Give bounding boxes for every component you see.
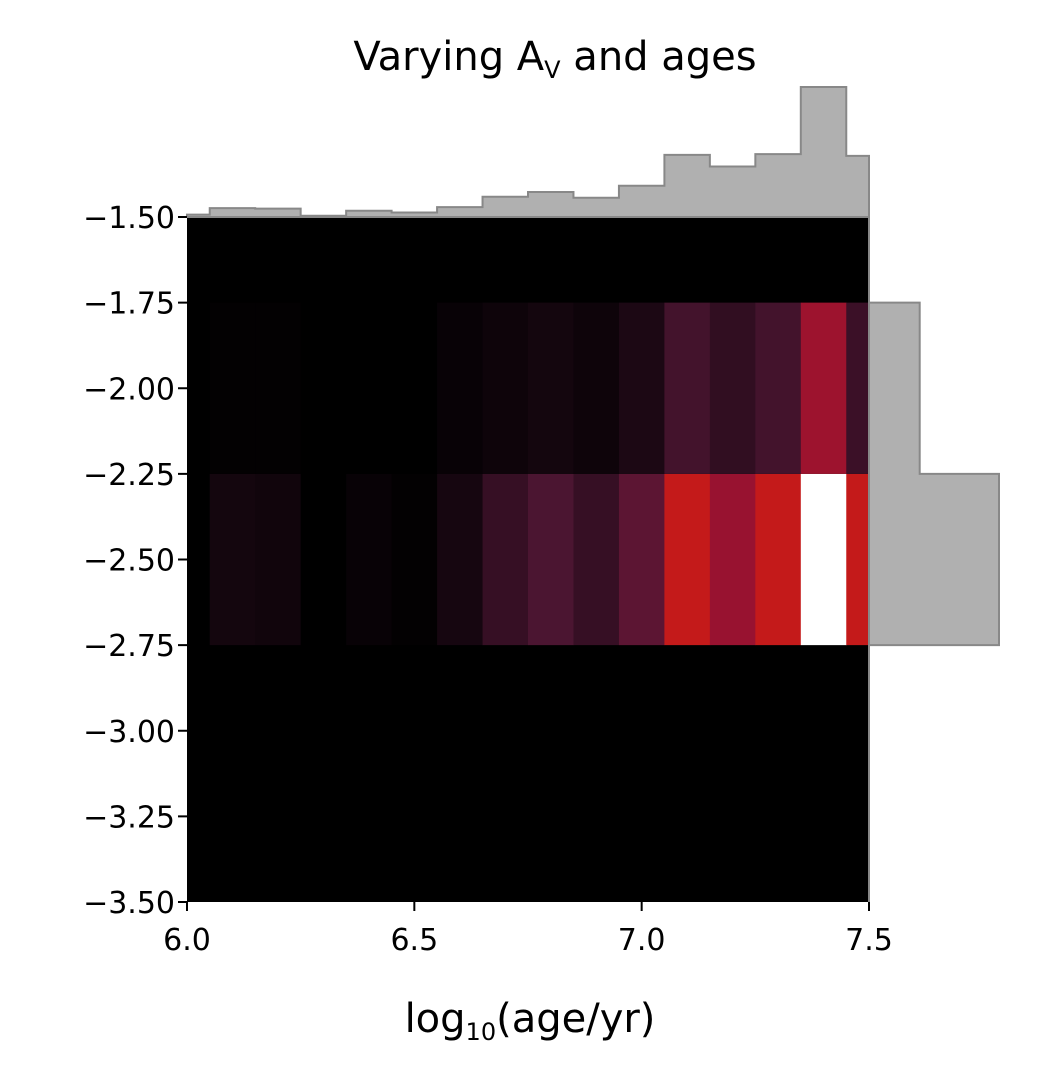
x-tick-label: 7.0 [618,923,666,958]
heatmap-cell [482,473,529,646]
heatmap-cell [528,473,574,646]
heatmap-cell [709,473,756,646]
y-tick-label: −2.75 [83,629,175,664]
heatmap-cell [800,473,847,646]
y-tick-label: −1.75 [83,287,175,322]
y-tick-label: −3.50 [83,886,175,921]
top-histogram-bars [186,86,870,218]
right-marginal-histogram [868,217,1000,902]
right-histogram-bars [868,217,1000,902]
heatmap-cell [209,473,256,646]
x-tick-label: 6.0 [163,923,211,958]
heatmap-cell [618,473,665,646]
heatmap-cell [255,302,302,474]
y-tick-label: −3.25 [83,800,175,835]
heatmap-cell [437,473,483,646]
axes: −1.50 −1.75 −2.00 −2.25 −2.50 −2.75 −3.00 −3.25… [83,201,893,958]
heatmap-cell [618,302,665,474]
y-tick-label: −2.00 [83,372,175,407]
heatmap-cell [755,473,802,646]
heatmap-cell [346,473,392,646]
heatmap-cell [300,302,347,474]
heatmap-cell [755,302,802,474]
x-tick-label: 7.5 [845,923,893,958]
heatmap-cell [255,473,302,646]
x-tick-label: 6.5 [390,923,438,958]
heatmap-cell [709,302,756,474]
heatmap-cell [482,302,529,474]
y-tick-label: −1.50 [83,201,175,236]
y-tick-label: −2.50 [83,544,175,579]
heatmap-cell [437,302,483,474]
heatmap-cell [391,302,438,474]
heatmap-cell [664,302,711,474]
y-tick-label: −3.00 [83,715,175,750]
heatmap-cell [528,302,574,474]
heatmap-cell [187,473,211,646]
heatmap-cell [391,473,438,646]
y-tick-label: −2.25 [83,458,175,493]
heatmap-plot-area [187,217,870,902]
heatmap-cell [846,302,870,474]
top-marginal-histogram [186,86,870,218]
heatmap-cell [346,302,392,474]
heatmap-cell [209,302,256,474]
heatmap-cell [573,302,620,474]
x-axis-label: log10(age/yr) [405,996,656,1046]
chart-title: Varying AV and ages [353,34,756,84]
heatmap-cell [573,473,620,646]
heatmap-cell [300,473,347,646]
heatmap-cell [800,302,847,474]
heatmap-cell [187,302,211,474]
heatmap-cell [846,473,870,646]
heatmap-cell [664,473,711,646]
